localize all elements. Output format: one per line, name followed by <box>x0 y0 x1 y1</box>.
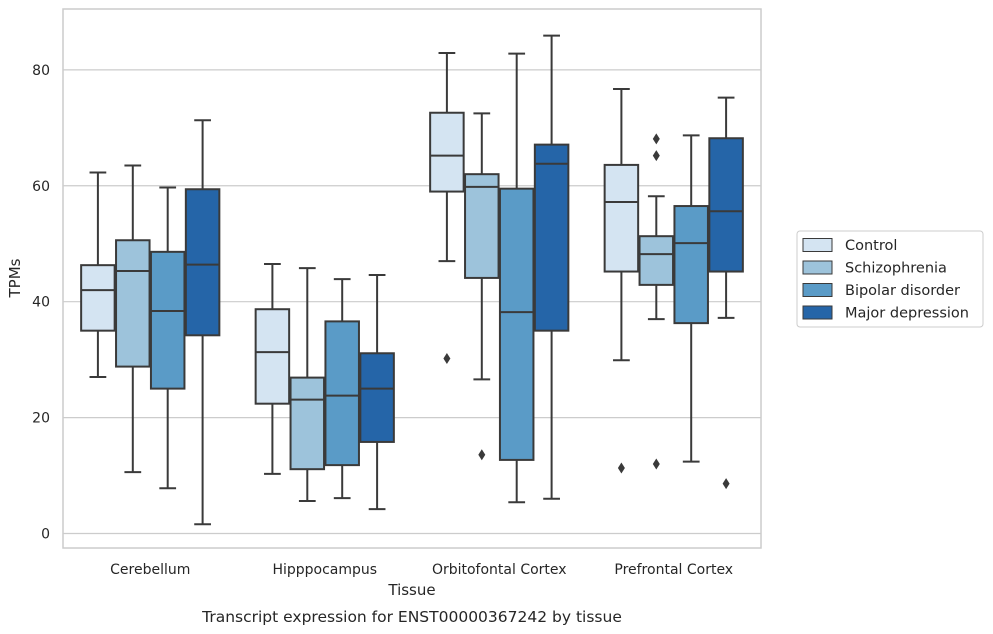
legend-frame <box>796 230 984 328</box>
box-body <box>115 239 151 368</box>
box-major-depression <box>359 274 395 511</box>
legend-label: Major depression <box>845 306 969 322</box>
box-body <box>638 235 675 286</box>
box-body <box>359 352 395 443</box>
y-tick-label: 80 <box>32 63 50 79</box>
box-body <box>149 250 186 390</box>
outlier-point <box>722 478 730 490</box>
x-tick-label: Hipppocampus <box>272 562 377 578</box>
outlier-point <box>652 458 660 470</box>
x-axis-ticks: Cerebellum Hipppocampus Orbitofontal Corte… <box>110 562 733 578</box>
legend-label: Control <box>845 238 897 254</box>
box-body <box>429 111 465 193</box>
box-body <box>673 205 709 325</box>
x-axis-label: Tissue <box>387 581 435 599</box>
chart-caption: Transcript expression for ENST0000036724… <box>201 608 622 626</box>
legend-label: Schizophrenia <box>845 261 947 277</box>
box-schizophrenia <box>115 164 151 474</box>
plot-frame <box>62 8 762 549</box>
box-body <box>498 187 535 461</box>
x-tick-label: Cerebellum <box>110 562 190 578</box>
box-schizophrenia <box>289 267 326 503</box>
box-control <box>603 87 640 474</box>
outlier-point <box>443 352 451 364</box>
legend-label: Bipolar disorder <box>845 283 960 299</box>
y-tick-label: 40 <box>32 295 50 311</box>
box-control <box>254 263 291 475</box>
outlier-point <box>652 133 660 145</box>
box-body <box>324 320 360 467</box>
box-body <box>289 376 326 471</box>
box-body <box>254 308 291 405</box>
x-tick-label: Prefrontal Cortex <box>614 562 733 578</box>
y-tick-label: 0 <box>41 527 50 543</box>
x-tick-label: Orbitofontal Cortex <box>432 562 567 578</box>
box-body <box>184 188 221 337</box>
legend-swatch <box>802 260 833 275</box>
box-groups <box>80 34 744 526</box>
box-bipolar-disorder <box>149 186 186 490</box>
outlier-point <box>478 449 486 461</box>
box-body <box>464 173 500 279</box>
box-control <box>80 171 116 379</box>
y-axis-ticks: 0 20 40 60 80 <box>32 63 50 543</box>
box-major-depression <box>184 119 221 526</box>
box-bipolar-disorder <box>324 278 360 500</box>
box-control <box>429 52 465 364</box>
box-bipolar-disorder <box>498 52 535 504</box>
y-axis-label: TPMs <box>6 258 24 298</box>
outlier-point <box>652 150 660 162</box>
box-schizophrenia <box>638 133 675 470</box>
legend-swatch <box>802 238 833 252</box>
legend: Control Schizophrenia Bipolar disorder Majo… <box>796 230 984 328</box>
legend-swatch <box>802 305 833 320</box>
box-schizophrenia <box>464 112 500 461</box>
box-major-depression <box>708 96 744 490</box>
box-body <box>603 163 640 273</box>
box-bipolar-disorder <box>673 134 709 463</box>
legend-swatch <box>802 283 833 297</box>
y-tick-label: 60 <box>32 179 50 195</box>
box-body <box>708 137 744 273</box>
box-body <box>533 143 570 332</box>
y-tick-label: 20 <box>32 411 50 427</box>
box-major-depression <box>533 34 570 500</box>
box-body <box>80 264 116 332</box>
outlier-point <box>617 462 625 474</box>
